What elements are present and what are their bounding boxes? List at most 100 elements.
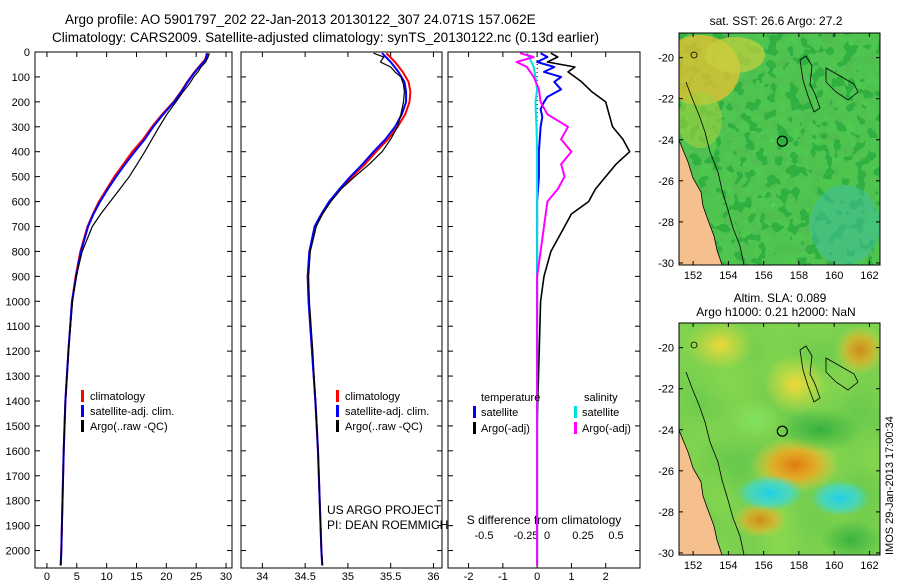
sal-x-tick-label: 34.5 [294, 571, 315, 580]
diff-series-salinity-satellite [526, 52, 539, 566]
map-lat-label: -30 [658, 548, 674, 560]
sla-blob [730, 400, 780, 440]
sal-legend-swatch [336, 420, 339, 432]
temp-legend-label: satellite-adj. clim. [90, 406, 174, 418]
depth-tick-label: 1800 [6, 496, 30, 508]
depth-tick-label: 500 [12, 172, 30, 184]
depth-tick-label: 1900 [6, 521, 30, 533]
depth-tick-label: 1200 [6, 346, 30, 358]
temp-x-tick-label: 30 [220, 571, 232, 580]
sst-map-contour [825, 67, 859, 101]
sal-x-tick-label: 36 [427, 571, 439, 580]
sal-x-tick-label: 35.5 [380, 571, 401, 580]
diff-top-tick-label: -0.5 [475, 530, 494, 542]
diff-legend-title-salinity: salinity [584, 392, 618, 404]
map-lat-label: -24 [658, 135, 674, 147]
map-frame [678, 322, 881, 556]
map-lat-label: -30 [658, 258, 674, 270]
depth-tick-label: 1700 [6, 471, 30, 483]
sla-blob [732, 502, 788, 538]
sla-blob [780, 408, 860, 452]
temp-legend-swatch [81, 405, 84, 417]
sla-map-land [679, 429, 723, 555]
sla-blob [686, 323, 754, 371]
depth-tick-label: 900 [12, 271, 30, 283]
sst-map-contour [799, 55, 821, 113]
diff-top-tick-label: -0.25 [513, 530, 538, 542]
sla-map-axes: 152 154 156 158 160 162 -20 -22 -24 -26 -28 -30 [658, 322, 881, 572]
map-frame [678, 32, 881, 266]
temp-series-climatology [59, 52, 208, 566]
depth-tick-label: 0 [24, 47, 30, 59]
sal-x-tick-label: 35 [342, 571, 354, 580]
diff-series-temperature-argo-adj [536, 52, 631, 566]
map-lon-label: 162 [860, 560, 878, 572]
depth-tick-label: 400 [12, 147, 30, 159]
sst-cool-patch [810, 185, 880, 265]
sst-map-island [690, 51, 698, 59]
temp-series-satellite-adj-clim [59, 52, 209, 566]
diff-legend-label: satellite [481, 407, 518, 419]
map-lon-label: 154 [719, 270, 737, 282]
sla-map-contour [799, 345, 821, 403]
diff-top-tick-label: 0.5 [608, 530, 623, 542]
diff-legend-swatch [473, 406, 476, 418]
depth-tick-label: 1600 [6, 446, 30, 458]
temperature-panel: 051015202530temperature (deg C)climatolo… [34, 51, 233, 580]
project-label: US ARGO PROJECT [327, 503, 442, 517]
sla-map-contour [685, 371, 745, 555]
depth-tick-label: 800 [12, 246, 30, 258]
diff-legend-swatch [574, 406, 577, 418]
map-lon-label: 158 [790, 560, 808, 572]
map-lon-label: 152 [684, 560, 702, 572]
map-lat-label: -20 [658, 343, 674, 355]
sal-legend-swatch [336, 390, 339, 402]
depth-tick-label: 1500 [6, 421, 30, 433]
sst-warm-patch [705, 37, 765, 73]
diff-top-axis-label: S difference from climatology [467, 513, 622, 527]
argo-location-marker [776, 425, 788, 437]
diff-legend-label: Argo(-adj) [481, 423, 530, 435]
depth-tick-labels: 0 100 200 300 400 500 600 700 800 900 1000 1100 1200… [6, 47, 30, 558]
depth-tick-label: 2000 [6, 546, 30, 558]
sst-map-axes: 152 154 156 158 160 162 -20 -22 -24 -26 -28 -30 [658, 32, 881, 282]
sla-map-title-1: Altim. SLA: 0.089 [734, 291, 827, 305]
sla-map-island [690, 341, 698, 349]
sst-warm-patch [679, 92, 722, 148]
sla-blob [820, 520, 880, 555]
sst-map-title: sat. SST: 26.6 Argo: 27.2 [710, 14, 843, 28]
sla-blob [763, 355, 827, 415]
map-lat-label: -24 [658, 425, 674, 437]
diff-x-tick-label: -1 [498, 571, 508, 580]
sal-series-argo-raw-qc [308, 52, 405, 566]
depth-tick-label: 600 [12, 197, 30, 209]
temp-legend-label: Argo(..raw -QC) [90, 421, 168, 433]
map-lon-label: 162 [860, 270, 878, 282]
map-lon-label: 152 [684, 270, 702, 282]
temp-x-tick-label: 5 [74, 571, 80, 580]
argo-location-marker [776, 135, 788, 147]
diff-legend-label: Argo(-adj) [582, 423, 631, 435]
map-lon-label: 158 [790, 270, 808, 282]
salinity-panel: 3434.53535.536salinityclimatologysatelli… [240, 51, 448, 580]
map-lat-label: -20 [658, 53, 674, 65]
diff-legend-swatch [473, 422, 476, 434]
sst-map [679, 33, 880, 265]
diff-axes-frame [447, 51, 641, 569]
map-lat-label: -22 [658, 384, 674, 396]
temp-x-tick-label: 20 [160, 571, 172, 580]
temp-x-tick-label: 15 [130, 571, 142, 580]
diff-x-tick-label: -2 [464, 571, 474, 580]
temp-legend-label: climatology [90, 391, 146, 403]
diff-x-tick-label: 1 [568, 571, 574, 580]
map-lat-label: -26 [658, 176, 674, 188]
sal-series-climatology [306, 52, 412, 566]
sal-legend-label: Argo(..raw -QC) [345, 421, 423, 433]
diff-top-tick-label: 0 [544, 530, 550, 542]
sst-map-contour [685, 81, 745, 265]
sla-map [679, 323, 880, 555]
diff-legend-title-temperature: temperature [481, 392, 540, 404]
map-lon-label: 154 [719, 560, 737, 572]
sst-map-land [679, 139, 723, 265]
